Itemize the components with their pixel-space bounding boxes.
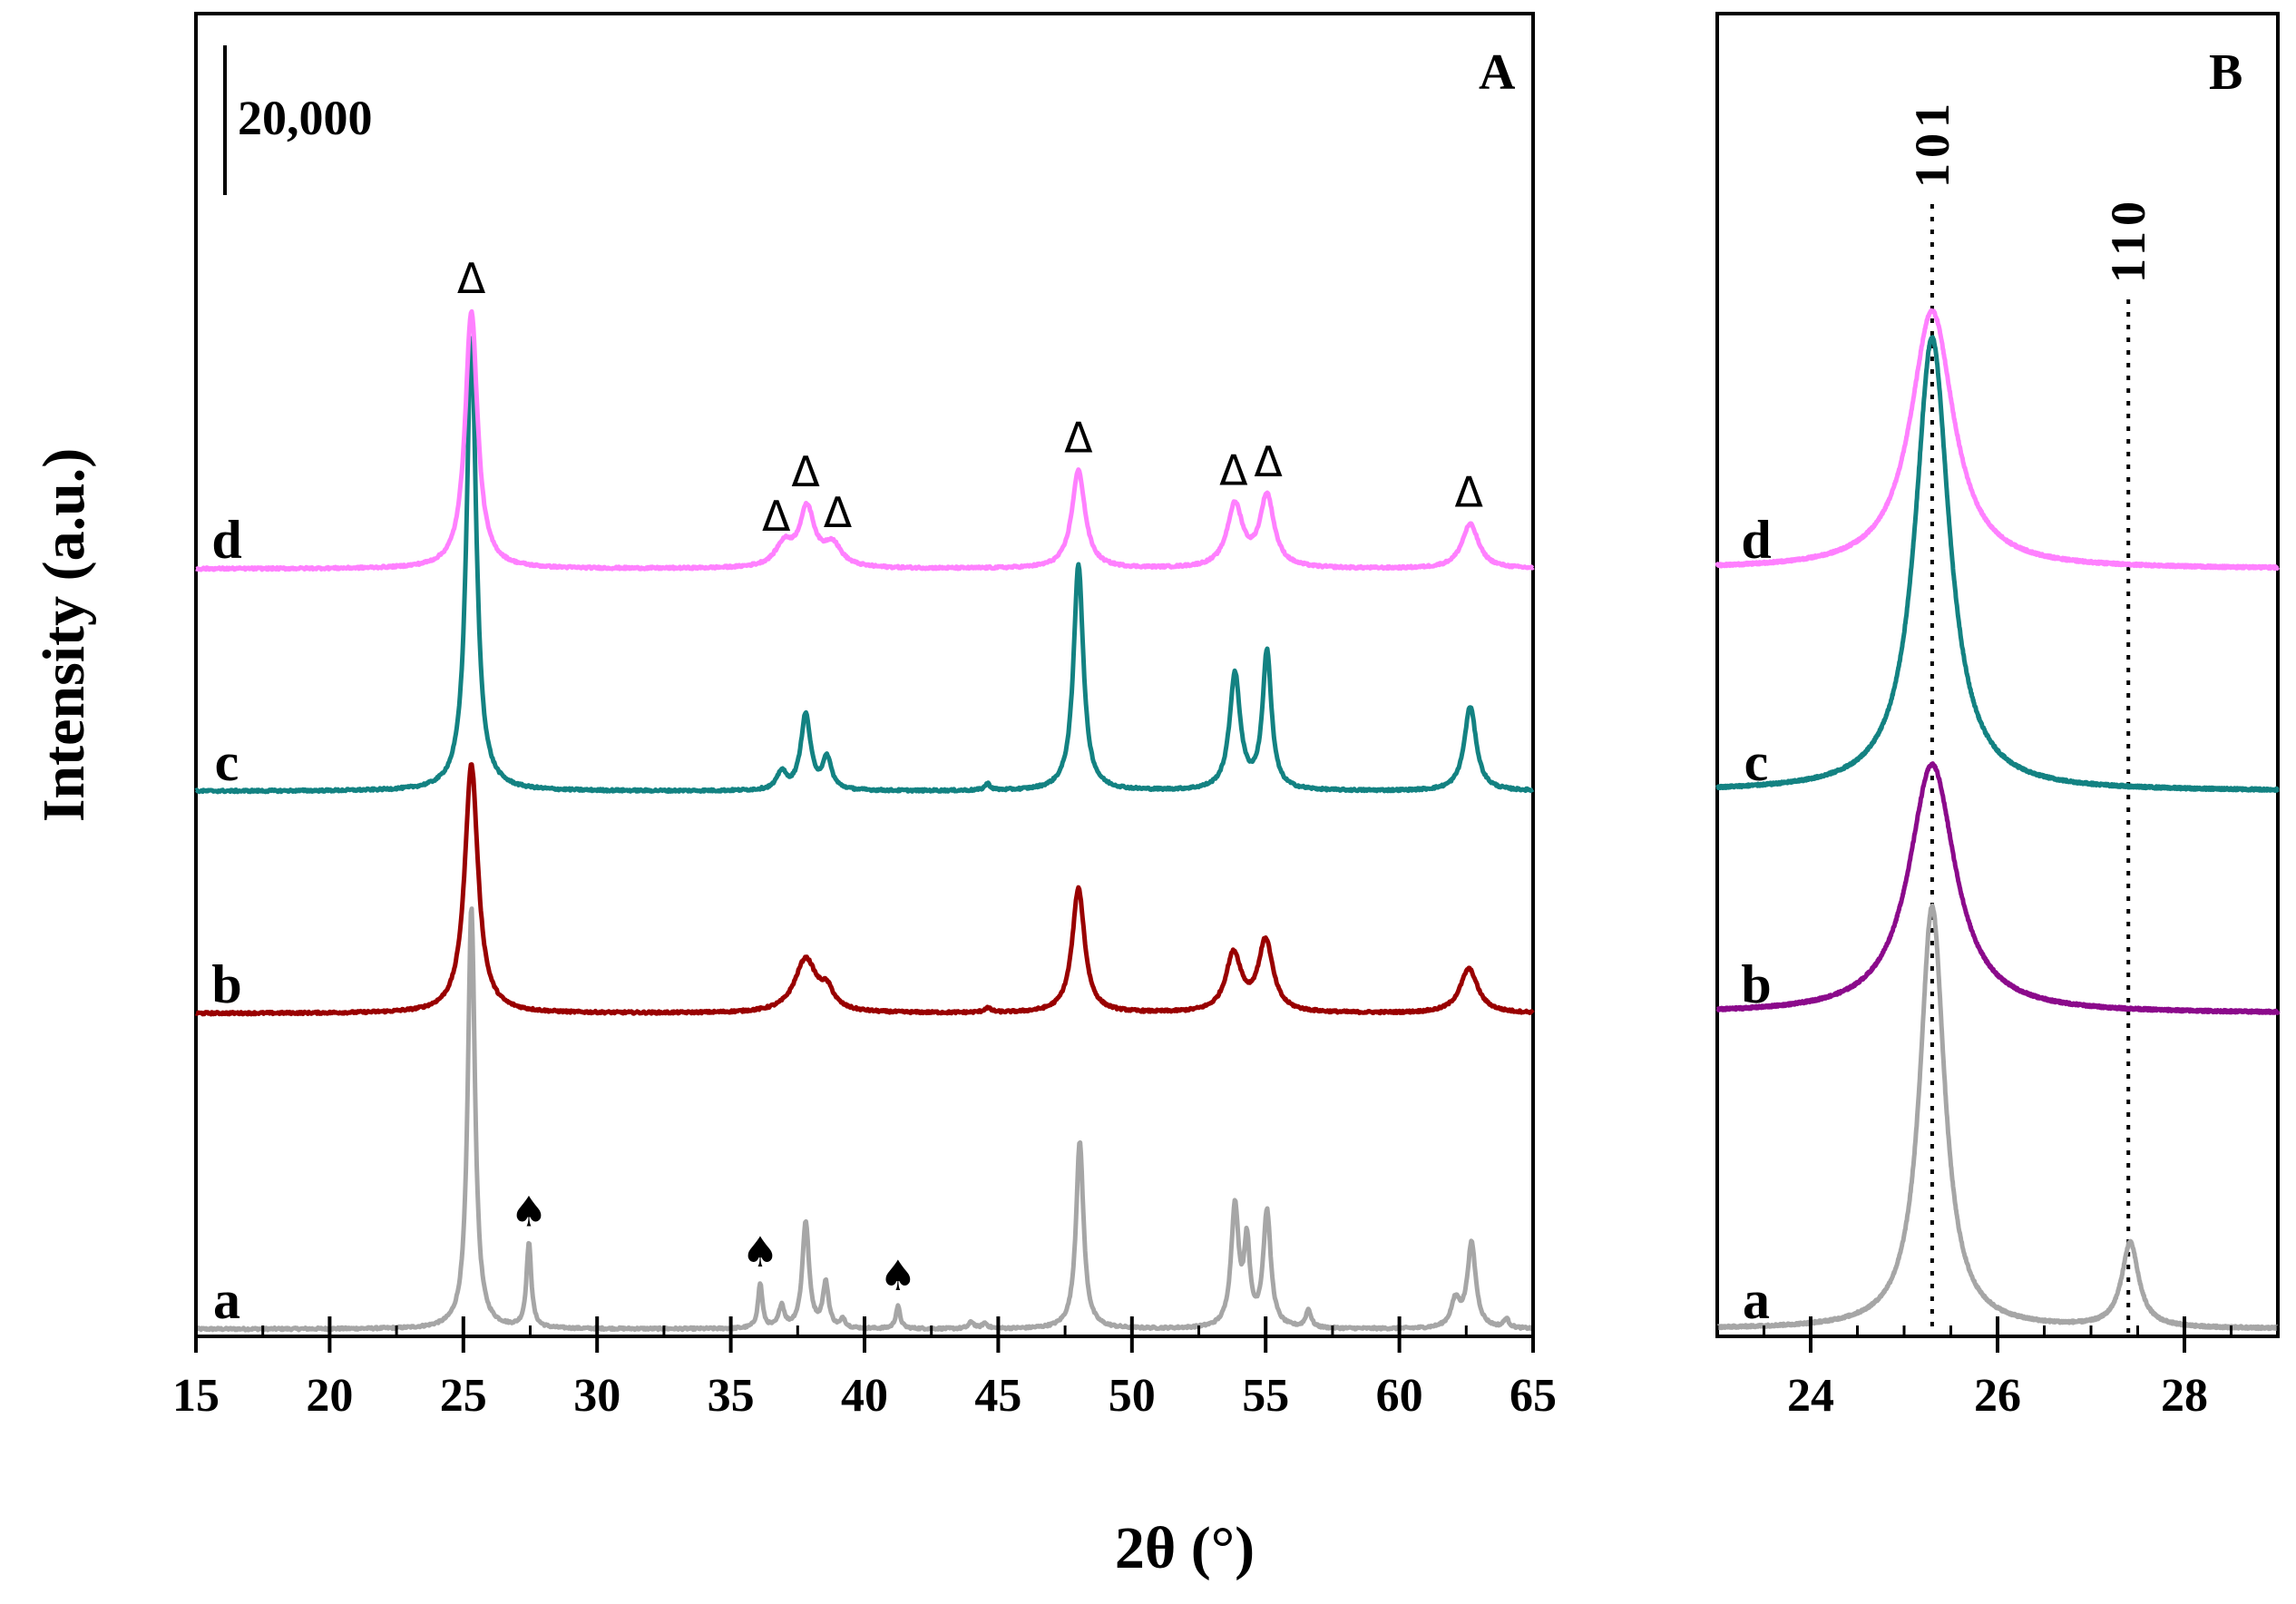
trace-a xyxy=(194,906,1535,1333)
panel-b-trace-label-c: c xyxy=(1744,732,1769,792)
x-tick-label: 30 xyxy=(573,1370,620,1422)
rutile-marker: ♠ xyxy=(879,1251,916,1300)
trace-c xyxy=(1715,335,2281,793)
anatase-marker: Δ xyxy=(1064,414,1093,463)
panel-a-label: A xyxy=(1479,44,1516,101)
x-tick-label: 20 xyxy=(306,1370,353,1422)
trace-b xyxy=(1715,761,2281,1015)
x-tick-label: 45 xyxy=(974,1370,1021,1422)
trace-d xyxy=(194,308,1535,572)
panel-b: 101 110 a b c d 24 26 28 B xyxy=(1715,12,2281,1422)
trace-d xyxy=(1715,308,2281,572)
x-tick-label: 65 xyxy=(1509,1370,1557,1422)
trace-b xyxy=(194,762,1535,1017)
trace-a xyxy=(1715,903,2281,1332)
trace-label-a: a xyxy=(213,1270,240,1330)
anatase-marker: Δ xyxy=(457,254,486,303)
panel-b-ticks: 24 26 28 xyxy=(1715,1316,2280,1422)
reference-label-101: 101 xyxy=(1905,98,1959,188)
reference-label-110: 110 xyxy=(2101,196,2155,283)
anatase-marker: Δ xyxy=(1455,468,1484,517)
anatase-marker: Δ xyxy=(824,488,853,537)
x-tick-label: 35 xyxy=(708,1370,755,1422)
anatase-marker: Δ xyxy=(1254,437,1283,486)
x-tick-label: 28 xyxy=(2161,1370,2208,1422)
x-tick-label: 55 xyxy=(1242,1370,1289,1422)
trace-label-c: c xyxy=(215,732,239,792)
panel-b-traces: a b c d xyxy=(1715,308,2281,1332)
x-tick-label: 24 xyxy=(1787,1370,1834,1422)
y-axis-title: Intensity (a.u.) xyxy=(31,448,97,823)
trace-c xyxy=(194,336,1535,795)
panel-b-reference-lines: 101 110 xyxy=(1905,98,2155,1336)
anatase-marker: Δ xyxy=(791,447,820,496)
trace-label-b: b xyxy=(211,954,241,1014)
x-tick-label: 26 xyxy=(1974,1370,2021,1422)
panel-a-ticks: 15 20 25 30 35 40 45 50 55 60 65 xyxy=(172,1316,1557,1422)
x-tick-label: 40 xyxy=(841,1370,888,1422)
x-axis-title: 2θ (°) xyxy=(1115,1515,1255,1581)
trace-label-d: d xyxy=(211,510,241,570)
rutile-marker: ♠ xyxy=(510,1187,547,1236)
x-tick-label: 50 xyxy=(1109,1370,1156,1422)
x-tick-label: 25 xyxy=(440,1370,487,1422)
rutile-marker: ♠ xyxy=(741,1227,778,1276)
panel-b-trace-label-a: a xyxy=(1743,1270,1770,1330)
panel-b-trace-label-d: d xyxy=(1741,510,1771,570)
anatase-marker: Δ xyxy=(762,492,791,541)
x-tick-label: 15 xyxy=(172,1370,220,1422)
panel-a-frame xyxy=(194,12,1535,1338)
scale-bar-label: 20,000 xyxy=(238,91,373,145)
anatase-marker: Δ xyxy=(1219,446,1248,495)
x-tick-label: 60 xyxy=(1376,1370,1423,1422)
panel-b-trace-label-b: b xyxy=(1741,954,1771,1014)
panel-a-traces: a b c d xyxy=(194,308,1535,1333)
panel-b-label: B xyxy=(2209,44,2242,101)
panel-b-frame xyxy=(1715,12,2280,1338)
